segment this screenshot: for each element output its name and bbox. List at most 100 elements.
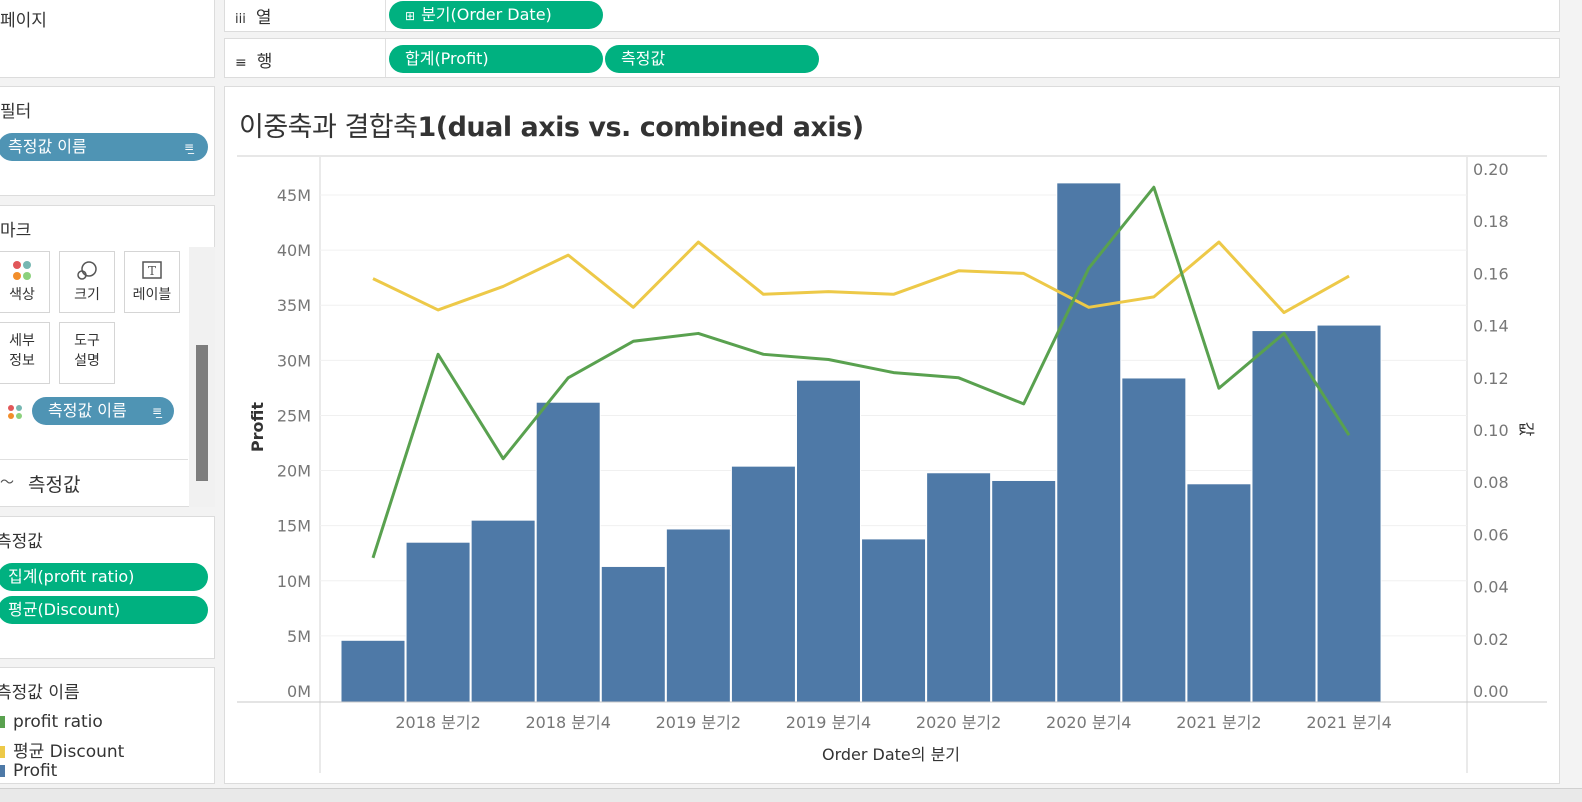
y2-tick-label: 0.14: [1473, 317, 1509, 336]
filter-pill-measure-names[interactable]: 측정값 이름 ≡̲: [0, 133, 208, 161]
rows-pill-measure-values[interactable]: 측정값: [605, 45, 819, 73]
size-icon: [77, 261, 97, 280]
bar-profit: [1251, 330, 1317, 703]
measure-pill-profit-ratio[interactable]: 집계(profit ratio): [0, 563, 208, 591]
y-tick-label: 0M: [287, 682, 311, 701]
marks-divider: [0, 459, 188, 460]
legend-title: 측정값 이름: [0, 683, 80, 703]
y2-tick-label: 0.02: [1473, 630, 1509, 649]
viz-pane: 이중축과 결합축1(dual axis vs. combined axis) 0…: [224, 86, 1560, 784]
marks-scrollbar-thumb[interactable]: [196, 345, 208, 481]
filters-panel[interactable]: 필터 측정값 이름 ≡̲: [0, 86, 215, 196]
legend-item[interactable]: 평균 Discount: [0, 737, 124, 762]
filter-icon: ≡̲: [183, 140, 194, 154]
legend-label: 평균 Discount: [13, 742, 125, 762]
marks-color-pill[interactable]: 측정값 이름 ≡̲: [32, 397, 174, 425]
color-label: 색상: [9, 287, 35, 303]
y2-tick-label: 0.16: [1473, 264, 1509, 283]
measure-pill-label: 평균(Discount): [8, 600, 121, 619]
measure-pill-label: 집계(profit ratio): [8, 567, 135, 586]
line-discount: [372, 240, 1350, 315]
x-axis-title: Order Date의 분기: [822, 745, 960, 764]
y2-tick-label: 0.06: [1473, 525, 1509, 544]
rows-pill-label: 측정값: [621, 49, 666, 68]
filters-title: 필터: [0, 102, 32, 122]
columns-icon: iii: [235, 12, 246, 27]
line-profit-ratio: [371, 185, 1351, 559]
color-encoding-icon: [8, 405, 22, 419]
chart-title: 이중축과 결합축1(dual axis vs. combined axis): [239, 105, 864, 144]
color-icon: [13, 261, 31, 280]
shelf-divider: [385, 0, 386, 31]
sort-icon: ≡̲: [151, 404, 162, 418]
columns-pill-label: 분기(Order Date): [421, 5, 552, 24]
rows-shelf-label: ≡ 행: [235, 47, 272, 72]
y2-tick-label: 0.18: [1473, 212, 1509, 231]
detail-button[interactable]: 세부 정보: [0, 322, 50, 384]
y-tick-label: 20M: [277, 462, 311, 481]
x-tick-label: 2020 분기4: [1046, 713, 1131, 732]
legend-swatch: [0, 716, 5, 728]
legend-swatch: [0, 765, 5, 777]
detail-label: 세부 정보: [9, 333, 35, 369]
marks-color-pill-label: 측정값 이름: [48, 401, 127, 420]
columns-pill-quarter-order-date[interactable]: ⊞ 분기(Order Date): [389, 1, 603, 29]
measure-pill-discount[interactable]: 평균(Discount): [0, 596, 208, 624]
y2-tick-label: 0.00: [1473, 682, 1509, 701]
y-tick-label: 10M: [277, 572, 311, 591]
bar-profit: [1316, 324, 1382, 703]
marks-title: 마크: [0, 221, 32, 241]
legend-item[interactable]: Profit: [0, 761, 57, 781]
y2-tick-label: 0.04: [1473, 578, 1509, 597]
y-tick-label: 15M: [277, 517, 311, 536]
y-tick-label: 35M: [277, 296, 311, 315]
rows-pill-label: 합계(Profit): [405, 49, 489, 68]
y2-tick-label: 0.12: [1473, 369, 1509, 388]
status-strip: [0, 788, 1582, 802]
color-button[interactable]: 색상: [0, 251, 50, 313]
y2-axis-title: 값: [1517, 422, 1536, 437]
size-label: 크기: [74, 287, 100, 303]
tooltip-label: 도구 설명: [74, 333, 100, 369]
label-button[interactable]: T 레이블: [124, 251, 180, 313]
measure-values-title: 측정값: [0, 532, 43, 552]
legend-label: Profit: [13, 761, 58, 781]
y2-tick-label: 0.20: [1473, 160, 1509, 179]
bar-profit: [535, 401, 601, 703]
y-axis-title: Profit: [248, 402, 267, 452]
x-tick-label: 2019 분기4: [786, 713, 871, 732]
rows-label: 행: [256, 52, 273, 72]
legend-item[interactable]: profit ratio: [0, 712, 103, 732]
bar-profit: [600, 565, 666, 703]
dual-axis-chart[interactable]: 0M 5M 10M 15M 20M 25M 30M 35M 40M 45M 0.00 0.02 0.04…: [225, 87, 1561, 785]
x-tick-label: 2021 분기4: [1306, 713, 1391, 732]
y2-tick-label: 0.10: [1473, 421, 1509, 440]
bar-profit: [730, 465, 796, 703]
marks-panel: 마크 색상 크기 T 레이블 세부 정보 도구 설명: [0, 205, 215, 507]
bar-profit: [665, 528, 731, 703]
label-label: 레이블: [132, 287, 172, 303]
marks-measure-row[interactable]: 측정값: [28, 474, 81, 496]
svg-text:T: T: [148, 264, 156, 278]
y-tick-label: 5M: [287, 627, 311, 646]
bar-profit: [926, 472, 992, 703]
x-tick-label: 2018 분기4: [525, 713, 610, 732]
columns-shelf[interactable]: iii 열 ⊞ 분기(Order Date): [224, 0, 1560, 32]
rows-pill-sum-profit[interactable]: 합계(Profit): [389, 45, 603, 73]
bar-profit: [1121, 377, 1187, 703]
columns-label: 열: [255, 8, 272, 28]
size-button[interactable]: 크기: [59, 251, 115, 313]
x-tick-label: 2018 분기2: [395, 713, 480, 732]
tooltip-button[interactable]: 도구 설명: [59, 322, 115, 384]
bar-profit: [861, 538, 927, 703]
y-tick-label: 40M: [277, 241, 311, 260]
rows-shelf[interactable]: ≡ 행 합계(Profit) 측정값: [224, 38, 1560, 78]
bar-profit: [470, 519, 536, 703]
columns-shelf-label: iii 열: [235, 3, 271, 28]
pages-title: 페이지: [0, 11, 47, 31]
bar-profit: [795, 379, 861, 703]
legend-label: profit ratio: [13, 712, 103, 732]
x-tick-label: 2019 분기2: [656, 713, 741, 732]
rows-icon: ≡: [235, 55, 247, 71]
bar-profit: [1056, 182, 1122, 703]
